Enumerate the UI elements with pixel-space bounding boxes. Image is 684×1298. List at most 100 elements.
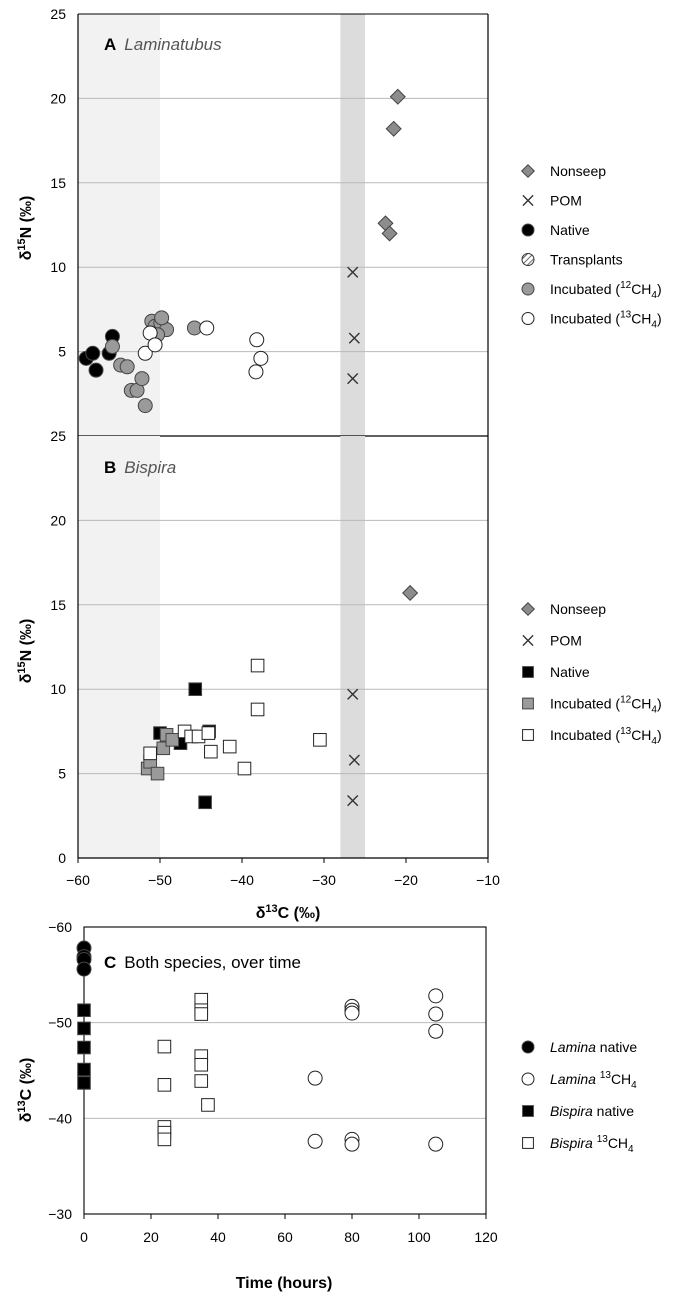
- legend-marker-hatched-circle-icon: [521, 253, 535, 266]
- legend-entry-label: Bispira 13CH4: [550, 1134, 634, 1155]
- x-tick-label: −20: [394, 872, 418, 888]
- y-tick-label: 10: [50, 259, 66, 275]
- panel-a-legend: Nonseep POM Native Transplants Incubated (12…: [520, 163, 662, 331]
- panel-c-title-text: Both species, over time: [124, 953, 301, 972]
- point-lamina-native: [76, 961, 92, 977]
- legend-marker-circle-icon: [521, 1040, 535, 1054]
- panel-b-shaded-region-pom: [340, 436, 365, 858]
- point-nonseep: [389, 88, 406, 105]
- point-pom: [347, 373, 359, 385]
- point-incubated-13ch4: [250, 658, 265, 673]
- point-pom: [347, 795, 359, 807]
- point-incubated-13ch4: [237, 761, 252, 776]
- point-bispira-13ch4: [157, 1078, 172, 1092]
- panel-b-ylabel-delta: δ: [18, 673, 35, 683]
- legend-entry-label: Incubated (13CH4): [550, 726, 662, 747]
- point-lamina-13ch4: [344, 1136, 360, 1152]
- y-tick-label: 25: [50, 428, 66, 444]
- point-bispira-native: [77, 1021, 91, 1036]
- panel-b-xlabel-sup: 13: [265, 903, 277, 915]
- panel-b-frame: [77, 436, 489, 863]
- point-bispira-13ch4: [194, 1074, 209, 1088]
- panel-c-ylabel-sup: 13: [16, 1100, 28, 1112]
- y-tick-label: 0: [58, 850, 66, 866]
- legend-entry-label: Transplants: [550, 252, 623, 268]
- point-incubated-13ch4: [313, 733, 327, 747]
- y-tick-label: 20: [50, 90, 66, 106]
- point-pom: [347, 266, 359, 278]
- point-incubated-13ch4: [204, 744, 218, 759]
- x-tick-label: 40: [210, 1229, 226, 1245]
- legend-entry-label: POM: [550, 633, 582, 649]
- panel-b-letter: B: [104, 458, 116, 477]
- panel-b-xlabel-rest: C (‰): [278, 905, 321, 922]
- panel-c-ylabel-delta: δ: [18, 1112, 35, 1122]
- legend-entry-label: POM: [550, 193, 582, 209]
- point-native: [188, 682, 203, 697]
- panel-b-y-tick-labels: 0 5 10 15 20 25: [50, 428, 66, 866]
- panel-c-x-axis-label: Time (hours): [236, 1275, 333, 1292]
- point-incubated-13ch4: [248, 364, 264, 380]
- point-bispira-native: [77, 1040, 91, 1055]
- point-incubated-12ch4: [154, 310, 170, 326]
- point-nonseep: [402, 584, 419, 602]
- point-bispira-native: [77, 1062, 91, 1077]
- y-tick-label: −50: [48, 1015, 72, 1031]
- point-lamina-13ch4: [428, 1136, 444, 1152]
- point-bispira-13ch4: [201, 1098, 215, 1112]
- panel-c-title: C Both species, over time: [104, 953, 301, 972]
- panel-a-title: A Laminatubus: [104, 35, 222, 54]
- point-bispira-13ch4: [194, 1007, 209, 1021]
- panel-b: 0 5 10 15 20 25 −60 −50 −40 −30 −20 −10 B Bispira δ…: [16, 428, 662, 922]
- point-incubated-12ch4: [165, 733, 180, 747]
- panel-a-data-points: [78, 88, 406, 414]
- panel-a-y-axis-label: δ15N (‰): [16, 196, 35, 261]
- panel-a-ylabel-delta: δ: [18, 250, 35, 260]
- y-tick-label: 15: [50, 175, 66, 191]
- point-bispira-13ch4: [157, 1039, 172, 1054]
- point-lamina-13ch4: [428, 1023, 444, 1039]
- panel-c-data-points: [76, 940, 444, 1152]
- point-nonseep: [385, 120, 402, 137]
- x-tick-label: 100: [407, 1229, 431, 1245]
- panel-c-legend: Lamina native Lamina 13CH4 Bispira native B…: [521, 1039, 637, 1155]
- point-incubated-13ch4: [222, 739, 237, 754]
- y-tick-label: −30: [48, 1206, 72, 1222]
- panel-b-ylabel-rest: N (‰): [18, 619, 35, 662]
- point-bispira-13ch4: [157, 1132, 172, 1147]
- legend-entry-label: Incubated (13CH4): [550, 310, 662, 331]
- legend-entry-label: Lamina native: [550, 1039, 637, 1055]
- point-incubated-13ch4: [249, 332, 265, 348]
- legend-entry-label: Incubated (12CH4): [550, 280, 662, 301]
- legend-marker-circle-icon: [521, 223, 535, 237]
- panel-b-ylabel-sup: 15: [16, 661, 28, 673]
- panel-a-title-text: Laminatubus: [124, 35, 222, 54]
- legend-entry-label: Nonseep: [550, 163, 606, 179]
- panel-b-y-axis-label: δ15N (‰): [16, 619, 35, 684]
- legend-marker-circle-icon: [521, 282, 535, 296]
- x-tick-label: −30: [312, 872, 336, 888]
- x-tick-label: −50: [148, 872, 172, 888]
- x-tick-label: 20: [143, 1229, 159, 1245]
- point-lamina-13ch4: [428, 988, 444, 1004]
- legend-entry-label: Nonseep: [550, 601, 606, 617]
- panel-b-title-text: Bispira: [124, 458, 176, 477]
- panel-c-y-axis-label: δ13C (‰): [16, 1058, 35, 1123]
- legend-entry-label: Bispira native: [550, 1103, 634, 1119]
- point-native: [85, 345, 101, 361]
- point-lamina-13ch4: [307, 1133, 323, 1149]
- x-tick-label: 60: [277, 1229, 293, 1245]
- y-tick-label: 20: [50, 512, 66, 528]
- x-tick-label: 80: [344, 1229, 360, 1245]
- panel-b-title: B Bispira: [104, 458, 176, 477]
- point-incubated-13ch4: [137, 345, 153, 361]
- panel-a-y-tick-labels: 5 10 15 20 25: [50, 6, 66, 360]
- legend-marker-circle-icon: [521, 1072, 535, 1086]
- y-tick-label: 25: [50, 6, 66, 22]
- y-tick-label: 5: [58, 766, 66, 782]
- y-tick-label: −60: [48, 919, 72, 935]
- point-incubated-12ch4: [137, 398, 153, 414]
- x-tick-label: −10: [476, 872, 500, 888]
